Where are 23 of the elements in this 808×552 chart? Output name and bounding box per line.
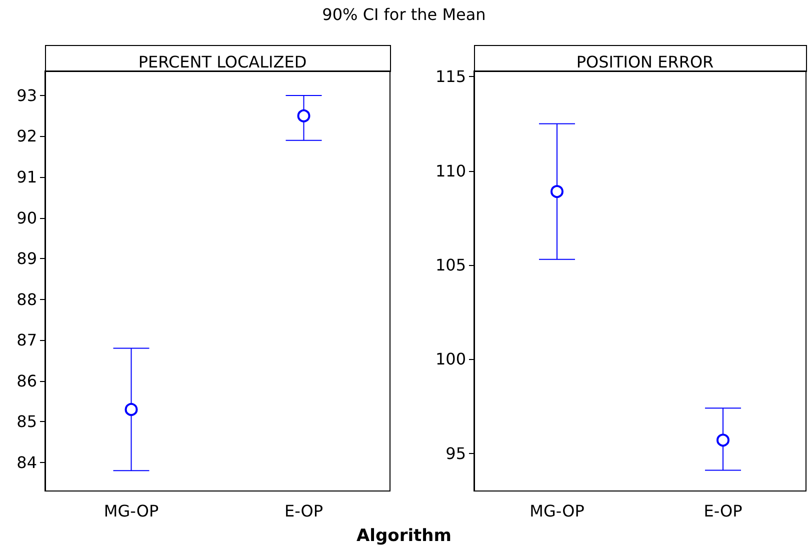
x-axis-title: Algorithm bbox=[356, 526, 452, 546]
y-tick-label: 100 bbox=[435, 350, 466, 369]
y-tick-label: 84 bbox=[16, 452, 37, 472]
chart-title: POSITION ERROR bbox=[576, 52, 714, 72]
y-tick-label: 91 bbox=[16, 168, 37, 187]
x-tick-label: MG-OP bbox=[104, 502, 159, 520]
y-tick-label: 110 bbox=[435, 161, 466, 180]
y-tick-label: 86 bbox=[16, 371, 37, 390]
y-tick-label: 115 bbox=[435, 67, 466, 86]
y-tick-label: 85 bbox=[16, 412, 37, 432]
y-tick-label: 92 bbox=[16, 126, 37, 146]
x-tick-label: MG-OP bbox=[530, 502, 585, 520]
y-tick-label: 105 bbox=[435, 255, 466, 274]
y-tick-label: 93 bbox=[16, 86, 37, 105]
y-tick-label: 87 bbox=[16, 330, 37, 350]
y-tick-label: 88 bbox=[16, 290, 37, 309]
text: 90% CI for the Mean bbox=[321, 5, 487, 24]
y-tick-label: 95 bbox=[446, 444, 466, 463]
x-tick-label: E-OP bbox=[704, 502, 743, 520]
y-tick-label: 90 bbox=[16, 208, 37, 228]
chart-title: PERCENT LOCALIZED bbox=[138, 52, 307, 72]
y-tick-label: 89 bbox=[16, 249, 37, 268]
x-tick-label: E-OP bbox=[284, 502, 324, 520]
